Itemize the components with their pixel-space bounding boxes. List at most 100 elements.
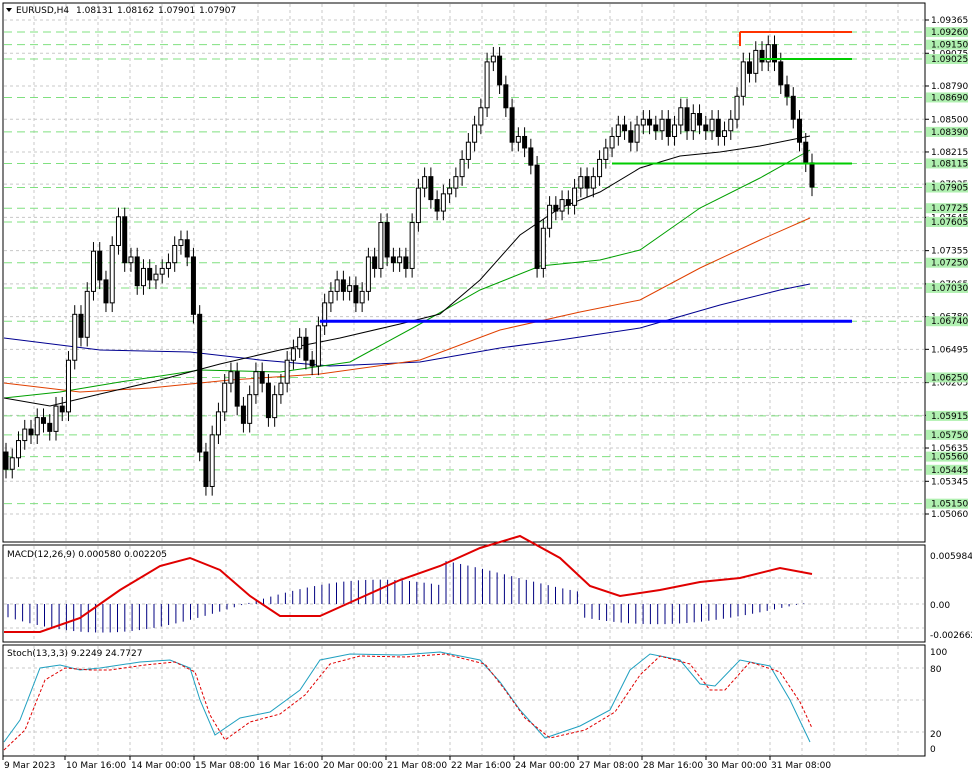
candle-body (647, 118, 653, 126)
candle-body (347, 285, 353, 292)
candle-body (803, 141, 809, 164)
candle-body (622, 124, 628, 132)
candle-body (140, 267, 146, 287)
candle-body (78, 313, 84, 338)
candle-body (715, 118, 721, 137)
candle-body (722, 130, 728, 137)
level-badge-label: 1.05560 (931, 453, 968, 463)
candle-body (365, 256, 371, 292)
price-tick-label: 1.05635 (931, 444, 968, 454)
candle-body (228, 371, 234, 384)
level-badge-label: 1.05915 (931, 412, 968, 422)
price-pane[interactable] (2, 2, 926, 543)
candle-body (353, 285, 359, 304)
candle-body (209, 434, 215, 487)
candle-body (259, 371, 265, 384)
price-tick-label: 1.05345 (931, 477, 968, 487)
candle-body (409, 222, 415, 269)
candle-body (603, 147, 609, 160)
level-badge-label: 1.09260 (931, 28, 968, 38)
candle-body (134, 256, 140, 287)
time-tick-label: 24 Mar 00:00 (515, 761, 575, 771)
macd-label: MACD(12,26,9) 0.000580 0.002205 (7, 550, 167, 560)
level-badge-label: 1.09150 (931, 41, 968, 51)
candle-body (515, 135, 521, 143)
candle-body (728, 118, 734, 132)
candle-body (703, 124, 709, 132)
candle-body (328, 290, 334, 304)
candle-body (753, 49, 759, 74)
candle-body (359, 290, 365, 304)
candle-body (390, 256, 396, 264)
level-badge (926, 54, 968, 65)
candle-body (747, 61, 753, 74)
level-badge (926, 498, 968, 509)
candle-body (484, 61, 490, 109)
ohlc-low: 1.07901 (158, 6, 195, 16)
level-badge-label: 1.08115 (931, 159, 968, 169)
candle-body (440, 193, 446, 212)
ma-blue-line (3, 283, 811, 367)
candle-body (222, 382, 228, 413)
candle-body (590, 176, 596, 189)
level-badge-label: 1.08390 (931, 128, 968, 138)
candle-body (540, 227, 546, 269)
candle-body (297, 336, 303, 350)
candle-body (372, 256, 378, 269)
candle-body (528, 147, 534, 166)
candle-body (184, 239, 190, 258)
candle-body (415, 187, 421, 224)
candle-body (784, 84, 790, 97)
ma-red-line (3, 217, 811, 393)
level-badge (926, 451, 968, 462)
stoch-axis-80: 80 (930, 665, 942, 675)
candle-body (59, 405, 65, 413)
candle-body (90, 250, 96, 292)
candle-body (597, 158, 603, 178)
candle-body (53, 405, 59, 432)
candle-body (28, 428, 34, 436)
candle-body (615, 124, 621, 137)
level-badge (926, 257, 968, 268)
candle-body (640, 118, 646, 126)
candle-body (659, 118, 665, 132)
candle-body (115, 216, 121, 246)
level-badge (926, 27, 968, 38)
candle-body (103, 279, 109, 304)
support-resistance-lines[interactable] (320, 31, 852, 323)
macd-pane[interactable] (2, 544, 926, 643)
chevron-down-icon[interactable] (6, 8, 12, 12)
candle-body (172, 244, 178, 264)
candle-body (447, 187, 453, 195)
candle-body (97, 250, 103, 281)
candle-body (559, 199, 565, 212)
level-badge-label: 1.07905 (931, 184, 968, 194)
candle-body (272, 394, 278, 419)
candle-body (609, 135, 615, 149)
ma-black-line (3, 135, 811, 407)
candle-body (165, 262, 171, 269)
stochastic-indicator (3, 651, 813, 751)
macd-signal-line (4, 534, 813, 633)
candle-body (565, 199, 571, 206)
candle-body (653, 124, 659, 132)
candle-body (378, 222, 384, 269)
level-badge-label: 1.05445 (931, 466, 968, 476)
candle-body (284, 359, 290, 384)
stoch-main-line (3, 651, 811, 743)
candle-body (322, 302, 328, 327)
macd-axis: 0.005984 0.00 -0.002662 (930, 552, 972, 641)
moving-averages (3, 135, 811, 407)
candle-body (759, 49, 765, 63)
level-badge-label: 1.06250 (931, 373, 968, 383)
candle-body (490, 55, 496, 63)
candle-body (459, 158, 465, 178)
candle-body (47, 422, 53, 432)
level-badge (926, 92, 968, 103)
level-badge (926, 182, 968, 193)
level-badge (926, 429, 968, 440)
candle-body (428, 176, 434, 201)
candle-body (547, 204, 553, 229)
candle-body (453, 176, 459, 189)
